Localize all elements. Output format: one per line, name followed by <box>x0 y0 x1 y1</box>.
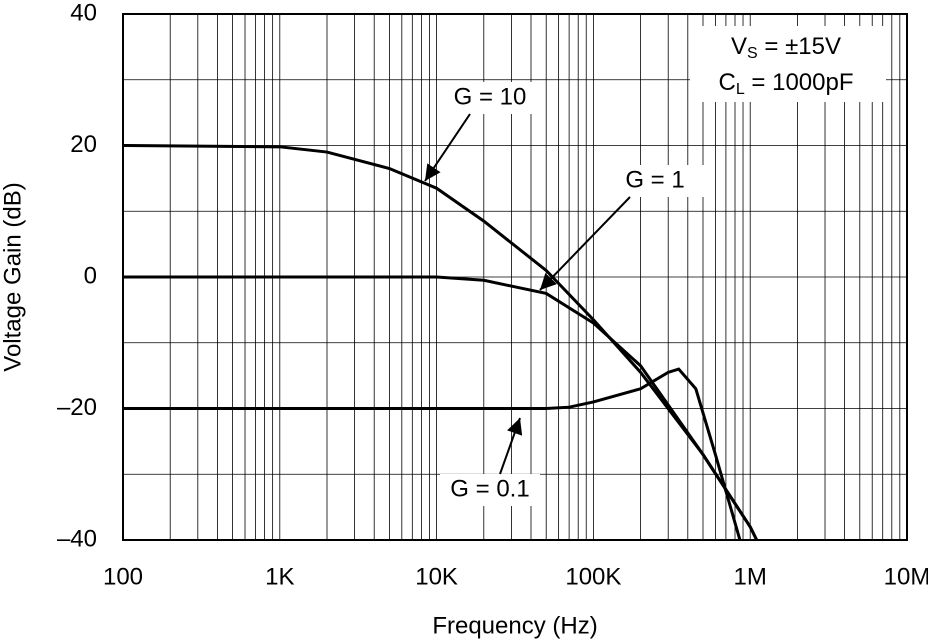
condition-text: VS = ±15V <box>731 33 841 62</box>
y-axis-title: Voltage Gain (dB) <box>0 182 26 371</box>
series-label: G = 0.1 <box>450 475 529 502</box>
line-series <box>123 367 742 541</box>
x-tick-label: 10M <box>884 563 928 590</box>
label-background <box>440 82 540 114</box>
x-axis-title: Frequency (Hz) <box>432 612 597 639</box>
condition-symbol: C <box>719 69 736 96</box>
series-label: G = 1 <box>625 166 684 193</box>
condition-value: = ±15V <box>758 33 841 60</box>
label-background <box>440 474 540 506</box>
label-background <box>605 165 705 197</box>
y-tick-label: –20 <box>57 394 97 421</box>
condition-subscript: S <box>747 45 758 62</box>
x-tick-label: 100K <box>565 563 621 590</box>
annotation-arrow <box>539 196 631 291</box>
y-tick-label: 0 <box>84 262 97 289</box>
condition-value: = 1000pF <box>745 69 854 96</box>
condition-symbol: V <box>731 33 747 60</box>
condition-subscript: L <box>736 81 745 98</box>
annotation-arrow <box>424 113 471 182</box>
y-tick-label: 20 <box>70 131 97 158</box>
series-label: G = 10 <box>454 83 527 110</box>
conditions-background <box>690 26 886 102</box>
condition-text: CL = 1000pF <box>719 69 854 98</box>
x-tick-label: 1M <box>734 563 767 590</box>
y-tick-label: –40 <box>57 525 97 552</box>
x-tick-label: 1K <box>265 563 294 590</box>
x-tick-label: 10K <box>415 563 458 590</box>
annotation-arrow <box>499 417 523 475</box>
x-tick-label: 100 <box>103 563 143 590</box>
y-tick-label: 40 <box>70 0 97 26</box>
